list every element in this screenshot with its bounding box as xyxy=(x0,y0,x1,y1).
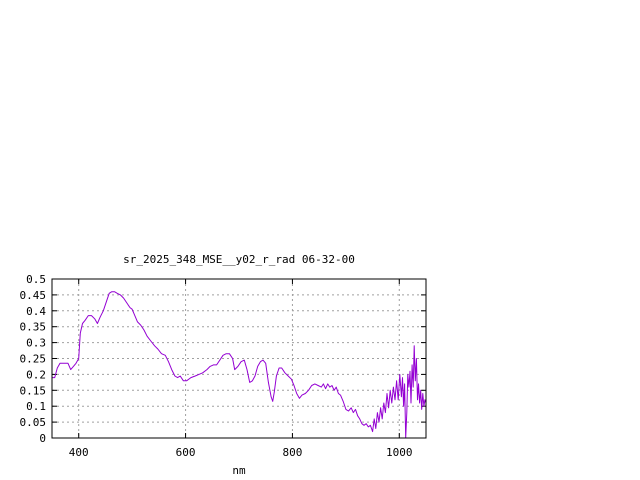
y-tick-label: 0 xyxy=(39,432,46,445)
x-tick-label: 600 xyxy=(176,446,196,459)
chart-title: sr_2025_348_MSE__y02_r_rad 06-32-00 xyxy=(123,253,355,266)
series-line xyxy=(52,291,427,439)
y-axis: 0 0.05 0.1 0.15 0.2 0.25 0.3 0.35 0.4 0.45 0.5 xyxy=(20,273,426,445)
y-tick-label: 0.45 xyxy=(20,289,47,302)
x-tick-label: 1000 xyxy=(386,446,413,459)
y-tick-label: 0.25 xyxy=(20,353,47,366)
y-tick-label: 0.5 xyxy=(26,273,46,286)
plot-frame xyxy=(51,278,427,439)
y-tick-label: 0.05 xyxy=(20,416,47,429)
x-tick-label: 800 xyxy=(282,446,302,459)
x-axis: 400 600 800 1000 xyxy=(69,279,413,459)
y-tick-label: 0.4 xyxy=(26,305,46,318)
y-tick-label: 0.2 xyxy=(26,368,46,381)
y-tick-label: 0.1 xyxy=(26,400,46,413)
x-tick-label: 400 xyxy=(69,446,89,459)
y-tick-label: 0.3 xyxy=(26,337,46,350)
y-tick-label: 0.35 xyxy=(20,321,47,334)
x-axis-label: nm xyxy=(232,464,246,477)
y-tick-label: 0.15 xyxy=(20,384,47,397)
grid-lines xyxy=(52,279,426,438)
